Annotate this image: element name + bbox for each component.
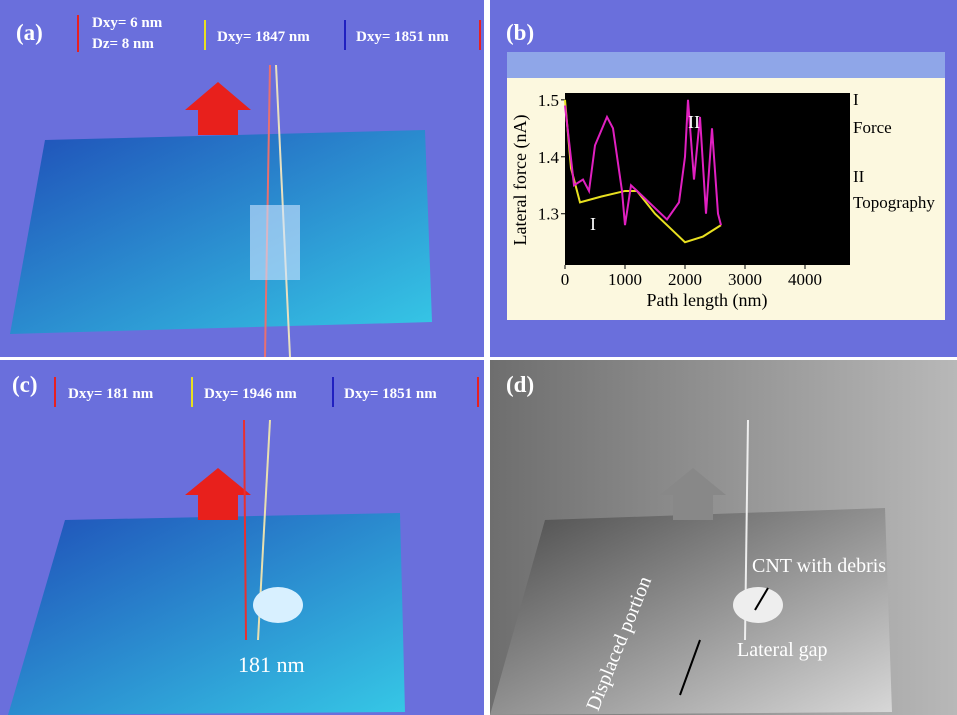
annotation: CNT with debris: [752, 555, 886, 577]
feature: [250, 205, 300, 280]
x-tick-label: 3000: [728, 270, 762, 289]
panel-label: (b): [506, 20, 534, 45]
legend-name: Topography: [853, 193, 935, 212]
y-axis-label: Lateral force (nA): [510, 115, 531, 246]
x-tick-label: 0: [561, 270, 570, 289]
measurement: Dxy= 1946 nm: [204, 386, 297, 402]
curve-label: I: [590, 214, 596, 234]
x-axis-label: Path length (nm): [647, 290, 768, 311]
surface: [10, 130, 432, 334]
figure: (a) Dxy= 6 nm Dz= 8 nm Dxy= 1847 nm Dxy=…: [0, 0, 957, 715]
panel-c: (c) Dxy= 181 nm Dxy= 1946 nm Dxy= 1851 n…: [0, 360, 484, 715]
feature: [253, 587, 303, 623]
y-tick-label: 1.5: [538, 91, 559, 110]
measurement: Dxy= 1847 nm: [217, 29, 310, 45]
x-tick-label: 4000: [788, 270, 822, 289]
panel-b: (b) Path length (nm) Lateral force (nA) …: [490, 0, 957, 357]
panel-a: (a) Dxy= 6 nm Dz= 8 nm Dxy= 1847 nm Dxy=…: [0, 0, 484, 357]
measurement: Dxy= 181 nm: [68, 386, 154, 402]
measurement: Dxy= 1851 nm: [344, 386, 437, 402]
y-tick-label: 1.4: [538, 148, 560, 167]
measurement: Dxy= 6 nm: [92, 15, 163, 31]
measurement: Dxy= 1851 nm: [356, 29, 449, 45]
legend-name: Force: [853, 118, 892, 137]
annotation: 181 nm: [238, 652, 305, 677]
annotation: Lateral gap: [737, 639, 828, 661]
y-tick-label: 1.3: [538, 205, 559, 224]
curve-label: II: [688, 112, 700, 132]
legend-label: I: [853, 90, 859, 109]
panel-label: (a): [16, 20, 43, 45]
panel-label: (d): [506, 372, 534, 397]
surface: [490, 508, 892, 715]
x-tick-label: 1000: [608, 270, 642, 289]
panel-d: (d) CNT with debris Lateral gap Displace…: [490, 360, 957, 715]
surface: [8, 513, 405, 715]
band: [507, 52, 945, 78]
measurement: Dz= 8 nm: [92, 36, 154, 52]
legend-label: II: [853, 167, 865, 186]
panel-label: (c): [12, 372, 38, 397]
x-tick-label: 2000: [668, 270, 702, 289]
